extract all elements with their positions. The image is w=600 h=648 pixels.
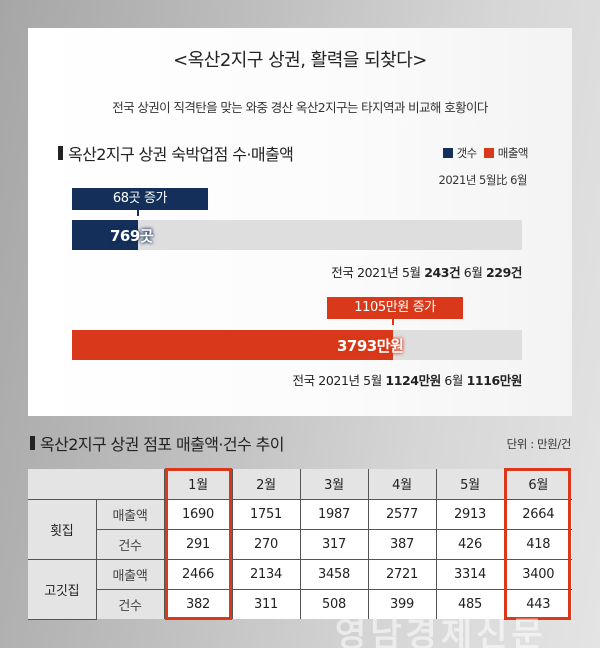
table-row: 횟집 매출액 1690 1751 1987 2577 2913 2664 [28,498,572,560]
title-marker-icon [58,146,63,160]
header-month: 5월 [435,469,505,500]
metric-label: 건수 [96,528,165,560]
count-note-may: 243건 [424,265,461,280]
table-cell: 311 [231,588,301,619]
legend-label-sales: 매출액 [497,146,529,160]
table-cell: 1987 [299,498,369,530]
sales-bar-fill [72,330,393,360]
table-cell: 418 [503,528,572,560]
legend-swatch-sales-icon [483,148,494,158]
callout-pointer-icon [137,209,139,216]
legend: 갯수 매출액 [442,145,529,161]
count-note-prefix: 전국 2021년 5월 [331,265,421,280]
sales-increase-callout: 1105만원 증가 [327,297,463,325]
sales-note-mid: 6월 [444,373,464,388]
group-label: 고깃집 [28,558,97,620]
header-month: 2월 [231,469,301,500]
table-cell: 3314 [435,558,505,590]
table-section-title-text: 옥산2지구 상권 점포 매출액·건수 추이 [40,435,284,454]
sales-national-note: 전국 2021년 5월 1124만원 6월 1116만원 [292,370,523,389]
table-cell: 291 [163,528,233,560]
legend-label-count: 갯수 [456,146,478,160]
sales-note-may: 1124만원 [385,373,441,388]
table-row: 고깃집 매출액 2466 2134 3458 2721 3314 3400 [28,558,572,620]
sales-bar-track: 3793만원 [72,330,522,360]
page-title: <옥산2지구 상권, 활력을 되찾다> [173,50,427,71]
table-section-title: 옥산2지구 상권 점포 매출액·건수 추이 [30,431,284,455]
table-cell: 1751 [231,498,301,530]
table-cell: 2664 [503,498,572,530]
sales-trend-table: 1월 2월 3월 4월 5월 6월 횟집 매출액 1690 1751 1987 … [28,469,572,620]
table-cell: 2577 [367,498,437,530]
unit-label: 단위 : 만원/건 [506,437,572,451]
count-increase-text: 68곳 증가 [112,191,168,206]
table-cell: 2134 [231,558,301,590]
count-note-jun: 229건 [486,265,522,280]
sales-bar-value: 3793만원 [337,337,404,355]
count-national-note: 전국 2021년 5월 243건 6월 229건 [331,262,522,281]
metric-label: 건수 [96,588,165,619]
table-cell: 2466 [163,558,233,590]
table-cell: 3458 [299,558,369,590]
table-cell: 443 [503,588,572,619]
table-cell: 426 [435,528,505,560]
bar-section-title: 옥산2지구 상권 숙박업점 수·매출액 [58,141,294,165]
table-cell: 2721 [367,558,437,590]
bar-section-title-text: 옥산2지구 상권 숙박업점 수·매출액 [68,145,294,164]
header-month: 1월 [163,469,233,500]
count-increase-callout: 68곳 증가 [72,188,208,216]
header-month: 6월 [503,469,572,500]
metric-label: 매출액 [95,558,165,590]
header-corner [28,469,165,500]
callout-pointer-icon [392,318,394,325]
table-cell: 485 [435,588,505,619]
table-cell: 1690 [163,498,233,530]
count-note-mid: 6월 [463,265,483,280]
metric-label: 매출액 [95,498,165,530]
table-row: 건수 291 270 317 387 426 418 [28,528,572,560]
sales-increase-text: 1105만원 증가 [354,300,436,315]
table-cell: 382 [163,588,233,619]
table-header-row: 1월 2월 3월 4월 5월 6월 [28,469,572,500]
count-bar-track: 769곳 [72,220,522,250]
table-cell: 3400 [503,558,572,590]
publisher-watermark: 영남경제신문 [335,615,547,648]
group-label: 횟집 [28,498,97,560]
table-cell: 317 [299,528,369,560]
page-subtitle: 전국 상권이 직격탄을 맞는 와중 경산 옥산2지구는 타지역과 비교해 호황이… [112,100,488,115]
count-bar-fill [72,220,138,250]
table-cell: 508 [299,588,369,619]
table-cell: 2913 [435,498,505,530]
header-month: 4월 [367,469,437,500]
header-month: 3월 [299,469,369,500]
compare-period-label: 2021년 5월比 6월 [438,173,528,187]
title-marker-icon [30,436,35,450]
table-cell: 270 [231,528,301,560]
table-row: 건수 382 311 508 399 485 443 [28,588,572,619]
sales-note-prefix: 전국 2021년 5월 [292,373,383,388]
table-cell: 387 [367,528,437,560]
count-bar-value: 769곳 [110,227,154,245]
legend-swatch-count-icon [442,148,453,158]
sales-note-jun: 1116만원 [466,373,523,388]
